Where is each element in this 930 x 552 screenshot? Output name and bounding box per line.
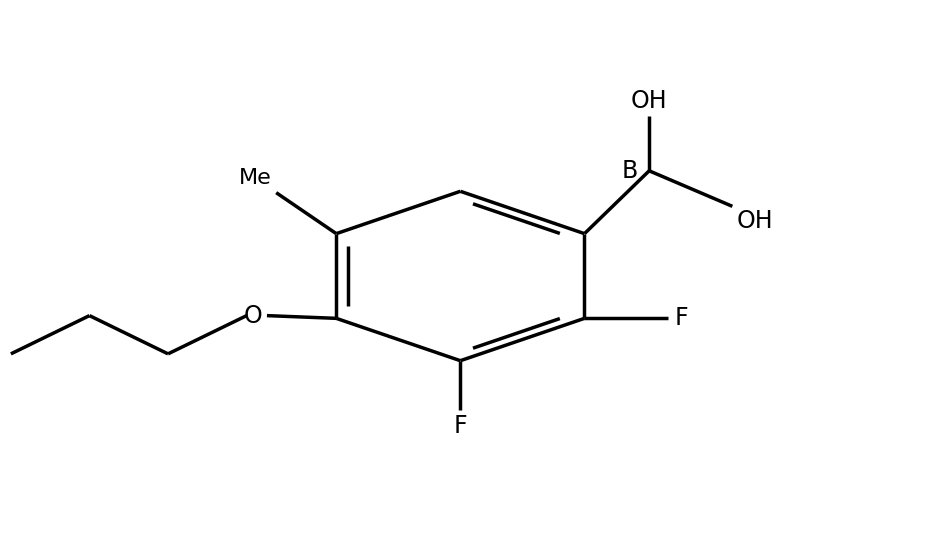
Text: Me: Me bbox=[239, 168, 272, 188]
Text: F: F bbox=[454, 414, 467, 438]
Text: F: F bbox=[675, 306, 689, 330]
Text: OH: OH bbox=[631, 89, 668, 113]
Text: O: O bbox=[244, 304, 262, 328]
Text: OH: OH bbox=[737, 209, 774, 233]
Text: B: B bbox=[622, 159, 638, 183]
